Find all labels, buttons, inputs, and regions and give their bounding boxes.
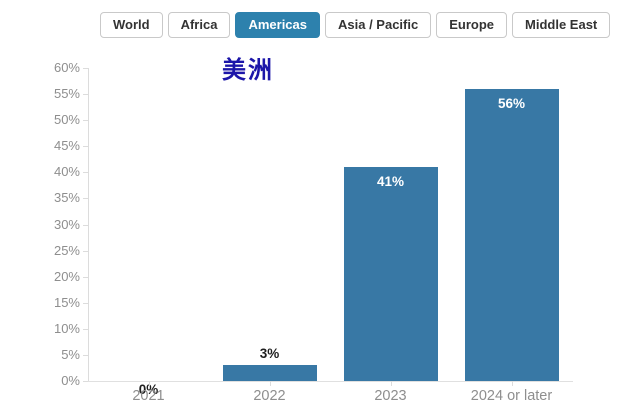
y-axis-tick-label: 30% <box>53 216 80 232</box>
y-axis-tick-label: 0% <box>61 373 80 388</box>
y-axis-tick <box>83 120 88 122</box>
y-axis-tick <box>83 224 88 226</box>
y-axis-tick-label: 35% <box>53 190 80 206</box>
x-axis-tick <box>269 381 271 386</box>
x-axis-tick <box>511 381 513 386</box>
y-axis-tick-label: 5% <box>61 346 80 362</box>
chart-title-cn: 美洲 <box>222 57 274 84</box>
x-axis-label-2023: 2023 <box>374 388 407 404</box>
y-axis-tick-label: 50% <box>53 112 80 128</box>
y-axis-tick-label: 55% <box>53 86 80 102</box>
tab-middle-east[interactable]: Middle East <box>512 12 611 38</box>
tab-world[interactable]: World <box>100 12 163 38</box>
y-axis-tick <box>83 302 88 304</box>
y-axis-tick <box>83 250 88 252</box>
x-axis-label-2021: 2021 <box>132 388 165 404</box>
region-tab-bar: World Africa Americas Asia / Pacific Europe M… <box>100 12 611 38</box>
bar-2022[interactable] <box>222 365 317 381</box>
bar-value-label: 41% <box>376 174 405 189</box>
y-axis-tick <box>83 381 88 382</box>
bar-value-label: 0% <box>138 382 159 397</box>
y-axis-tick <box>83 146 88 148</box>
bar-value-label: 56% <box>497 96 526 111</box>
y-axis-tick-label: 15% <box>53 294 80 310</box>
tab-asia-pacific[interactable]: Asia / Pacific <box>325 12 432 38</box>
bar-value-label: 3% <box>259 346 280 361</box>
x-axis-tick <box>390 381 392 386</box>
y-axis-tick-label: 45% <box>53 138 80 154</box>
y-axis-tick <box>83 68 88 69</box>
x-axis-tick <box>148 381 150 386</box>
y-axis-line <box>88 68 89 381</box>
y-axis-tick-label: 25% <box>53 242 80 258</box>
tab-africa[interactable]: Africa <box>167 12 231 38</box>
y-axis-tick <box>83 354 88 356</box>
y-axis-tick-label: 40% <box>53 164 80 180</box>
x-axis-label-2022: 2022 <box>253 388 286 404</box>
bar-2023[interactable] <box>343 167 438 381</box>
tab-americas[interactable]: Americas <box>235 12 320 38</box>
y-axis-tick-label: 20% <box>53 268 80 284</box>
y-axis-tick <box>83 198 88 200</box>
x-axis-line <box>88 381 573 382</box>
y-axis-tick <box>83 172 88 174</box>
y-axis-tick <box>83 94 88 96</box>
y-axis-tick <box>83 328 88 330</box>
tab-europe[interactable]: Europe <box>436 12 508 38</box>
y-axis-tick-label: 10% <box>53 320 80 336</box>
y-axis-tick-label: 60% <box>53 60 80 75</box>
bar-2024-or-later[interactable] <box>464 89 559 381</box>
x-axis-label-2024-or-later: 2024 or later <box>470 388 553 404</box>
y-axis-tick <box>83 276 88 278</box>
